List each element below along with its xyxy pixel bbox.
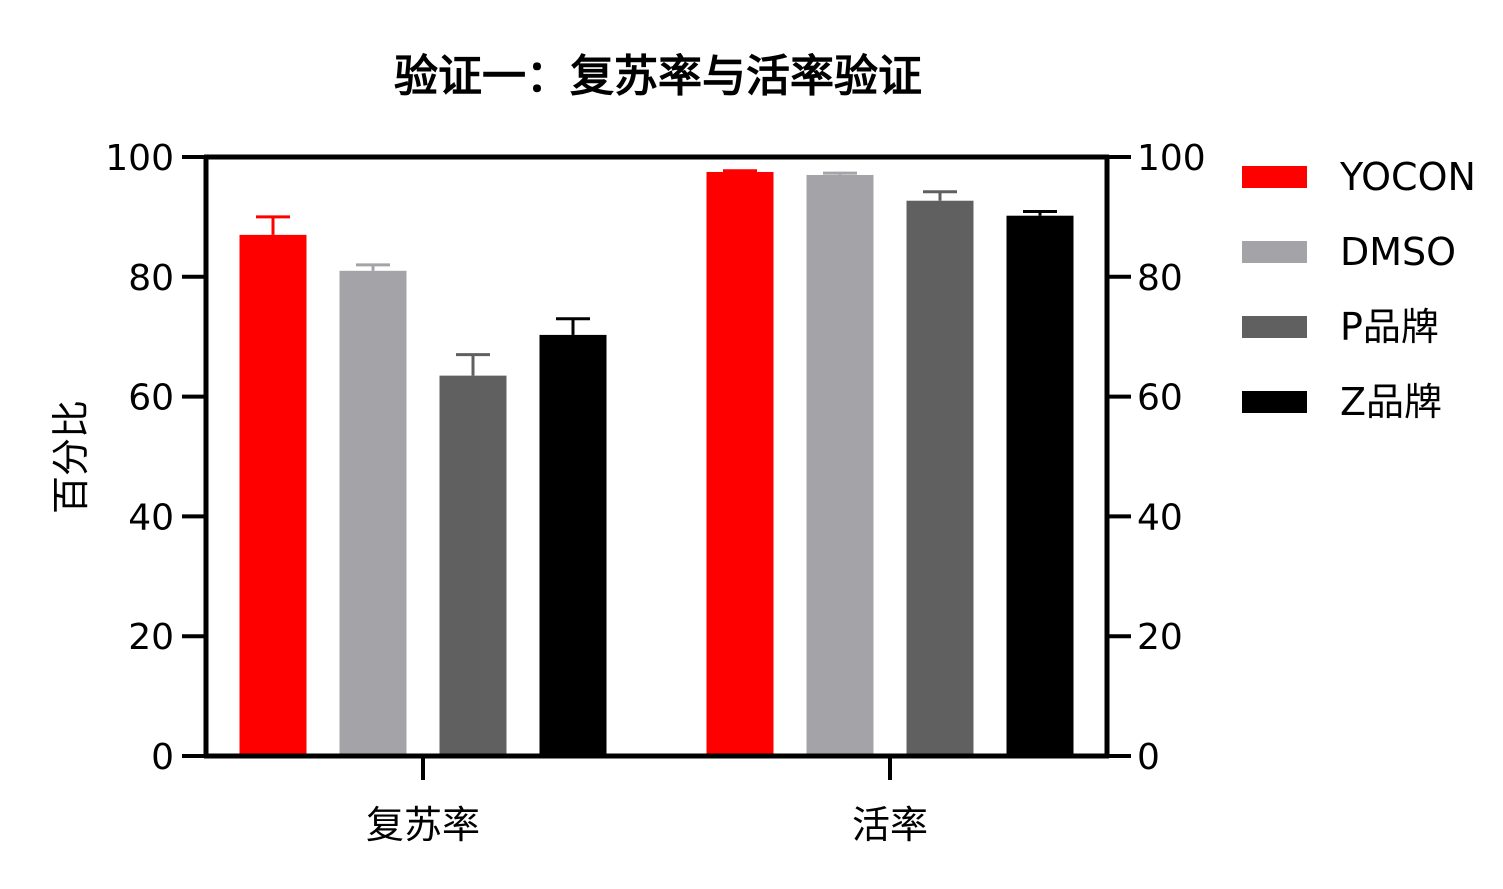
- y-tick-label: 80: [128, 258, 174, 299]
- secondary-y-tick-label: 20: [1137, 617, 1183, 658]
- legend-swatch: [1242, 241, 1307, 263]
- secondary-y-tick-label: 40: [1137, 497, 1183, 538]
- legend-swatch: [1242, 391, 1307, 413]
- bar: [906, 200, 974, 757]
- bars-layer: [239, 169, 1074, 757]
- legend-label: DMSO: [1340, 230, 1456, 274]
- x-tick-label: 复苏率: [366, 803, 480, 847]
- x-tick-label: 活率: [852, 803, 928, 847]
- bar: [439, 375, 507, 756]
- y-axis-label: 百分比: [49, 400, 93, 514]
- legend-swatch: [1242, 316, 1307, 338]
- legend-label: Z品牌: [1340, 380, 1442, 424]
- secondary-y-tick-label: 100: [1137, 138, 1206, 179]
- bar: [239, 234, 307, 756]
- bar: [539, 334, 607, 756]
- secondary-y-tick-label: 0: [1137, 737, 1160, 778]
- bar: [806, 174, 874, 757]
- y-tick-label: 0: [151, 737, 174, 778]
- legend: YOCON DMSO P品牌 Z品牌: [1242, 155, 1476, 424]
- bar: [706, 171, 774, 757]
- axes-layer: 0 20 40 60 80 100 0 20 40 60 80 100 复苏率 活率: [105, 138, 1205, 847]
- y-tick-label: 20: [128, 617, 174, 658]
- y-tick-label: 100: [105, 138, 174, 179]
- y-tick-label: 40: [128, 497, 174, 538]
- secondary-y-tick-label: 60: [1137, 378, 1183, 419]
- legend-label: P品牌: [1340, 305, 1439, 349]
- secondary-y-tick-label: 80: [1137, 258, 1183, 299]
- legend-label: YOCON: [1339, 155, 1476, 199]
- legend-swatch: [1242, 166, 1307, 188]
- bar: [1006, 215, 1074, 756]
- chart-title: 验证一：复苏率与活率验证: [394, 51, 922, 102]
- bar: [339, 270, 407, 756]
- y-tick-label: 60: [128, 378, 174, 419]
